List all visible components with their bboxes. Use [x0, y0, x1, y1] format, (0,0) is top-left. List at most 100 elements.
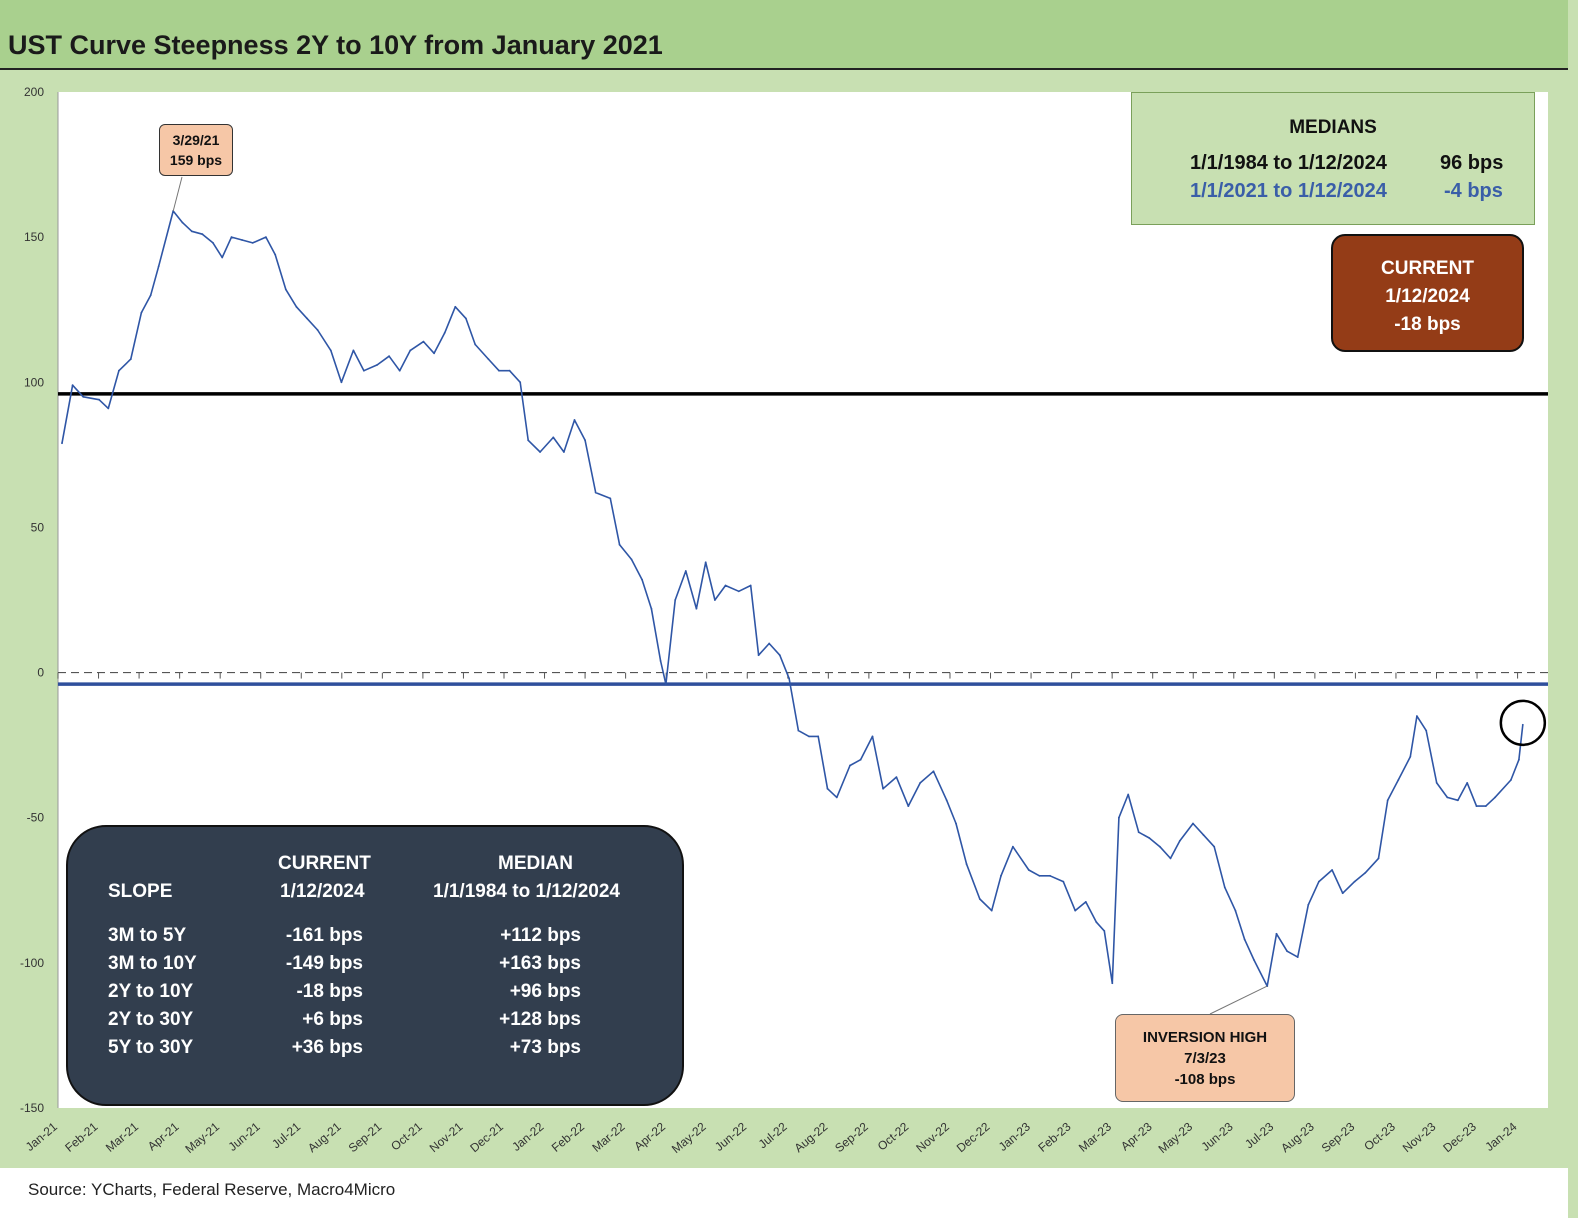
data-point — [284, 288, 287, 291]
data-point — [98, 398, 100, 401]
data-point — [251, 242, 254, 244]
x-tick-label: Aug-23 — [1278, 1119, 1317, 1155]
data-point — [1178, 840, 1181, 842]
x-tick-label: Jul-22 — [756, 1119, 790, 1151]
medians-box: MEDIANS 1/1/1984 to 1/12/2024 96 bps 1/1… — [1131, 92, 1535, 225]
data-point — [757, 654, 760, 657]
data-point — [1027, 869, 1030, 871]
slope-name: 3M to 5Y — [108, 925, 187, 946]
x-tick-label: Sep-21 — [346, 1119, 385, 1155]
data-point — [274, 253, 277, 256]
slope-median: +163 bps — [499, 953, 581, 974]
current-date: 1/12/2024 — [1385, 286, 1470, 307]
data-point — [212, 242, 214, 244]
data-point — [1223, 886, 1226, 889]
data-point — [630, 558, 633, 561]
slope-current: -161 bps — [285, 925, 363, 946]
x-tick-label: Oct-21 — [388, 1119, 425, 1153]
data-point — [1038, 874, 1041, 877]
data-point — [817, 735, 820, 738]
medians-period: 1/1/2021 to 1/12/2024 — [1190, 180, 1387, 202]
data-point — [1364, 872, 1367, 874]
data-point — [684, 570, 687, 572]
data-point — [945, 799, 948, 802]
x-tick-label: Jun-22 — [712, 1119, 749, 1154]
x-tick-label: Jul-21 — [269, 1119, 303, 1151]
data-point — [1377, 857, 1380, 860]
x-tick-label: Nov-22 — [913, 1119, 952, 1155]
current-box: CURRENT 1/12/2024 -18 bps — [1331, 234, 1524, 352]
data-point — [1296, 956, 1299, 958]
data-point — [641, 578, 643, 581]
slope-name: 2Y to 30Y — [108, 1009, 194, 1030]
x-tick-label: Jul-23 — [1242, 1119, 1276, 1151]
x-tick-label: Sep-23 — [1319, 1119, 1358, 1155]
data-point — [919, 782, 922, 784]
data-point — [1148, 837, 1151, 839]
slope-current: +6 bps — [302, 1009, 363, 1030]
data-point — [808, 735, 810, 738]
data-point — [749, 584, 752, 587]
data-point — [433, 352, 435, 355]
data-point — [519, 381, 522, 384]
x-tick-label: Sep-22 — [832, 1119, 871, 1155]
data-point — [498, 369, 500, 372]
data-point — [1103, 930, 1106, 932]
data-point — [1416, 715, 1418, 717]
data-point — [1341, 892, 1344, 895]
trough-label: INVERSION HIGH — [1142, 1029, 1268, 1046]
slope-median: +73 bps — [509, 1037, 581, 1058]
data-point — [955, 822, 957, 825]
data-point — [1000, 874, 1002, 877]
data-point — [71, 384, 74, 387]
data-point — [329, 349, 332, 352]
data-point — [659, 660, 662, 662]
data-point — [859, 758, 862, 761]
data-point — [1118, 816, 1120, 819]
data-point — [1307, 903, 1310, 906]
x-tick-label: Apr-21 — [145, 1119, 182, 1153]
data-point — [181, 221, 184, 224]
y-tick-label: -50 — [27, 811, 45, 825]
data-point — [849, 764, 851, 767]
source-strip — [0, 1168, 1568, 1218]
data-point — [1475, 805, 1478, 807]
slope-median: +112 bps — [500, 925, 581, 946]
data-point — [907, 805, 910, 807]
y-tick-label: 150 — [24, 230, 44, 244]
peak-leader-line — [172, 176, 183, 212]
medians-period: 1/1/1984 to 1/12/2024 — [1190, 152, 1387, 174]
x-tick-label: May-23 — [1156, 1119, 1196, 1156]
data-point — [1318, 880, 1320, 883]
x-tick-label: Feb-21 — [62, 1119, 100, 1154]
data-point — [157, 265, 160, 268]
x-tick-label: Jun-21 — [226, 1119, 263, 1154]
data-point — [978, 898, 981, 900]
data-point — [563, 451, 565, 453]
current-value: -18 bps — [1394, 314, 1461, 335]
data-point — [1095, 921, 1098, 924]
data-point — [1253, 959, 1255, 961]
data-point — [1243, 938, 1246, 941]
data-point — [714, 599, 716, 601]
peak-callout: 3/29/21 159 bps — [159, 124, 233, 176]
data-point — [650, 607, 653, 610]
trough-date: 7/3/23 — [1184, 1050, 1226, 1067]
data-point — [797, 729, 800, 732]
x-tick-label: Jun-23 — [1199, 1119, 1236, 1154]
x-tick-label: Jan-22 — [509, 1119, 546, 1154]
slope-name: 5Y to 30Y — [108, 1037, 194, 1058]
x-tick-label: May-21 — [182, 1119, 222, 1156]
slope-median: +96 bps — [509, 981, 581, 1002]
slope-name: 3M to 10Y — [108, 953, 197, 974]
data-point — [618, 543, 621, 546]
col-current: CURRENT — [278, 853, 371, 874]
data-point — [965, 863, 968, 866]
y-tick-label: 0 — [37, 666, 44, 680]
data-point — [422, 340, 425, 343]
data-point — [295, 305, 298, 308]
x-tick-label: Jan-23 — [996, 1119, 1033, 1154]
data-point — [704, 561, 707, 564]
data-point — [82, 395, 85, 398]
x-tick-label: Aug-22 — [792, 1119, 831, 1155]
